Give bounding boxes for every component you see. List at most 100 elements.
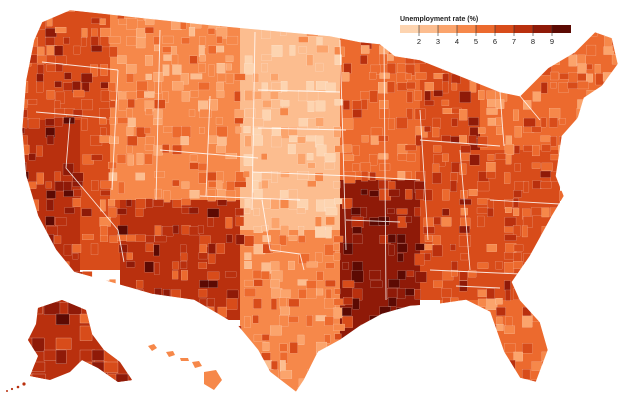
county-cell [586,351,595,361]
county-cell [64,108,75,115]
county-cell [188,27,196,37]
county-cell [613,10,618,12]
county-cell [217,189,226,197]
county-cell [152,10,160,11]
county-cell [361,99,368,110]
county-cell [280,370,293,379]
county-cell [125,199,132,207]
county-cell [486,298,498,310]
county-cell [532,306,542,316]
county-cell [496,55,505,65]
county-cell [567,333,580,343]
county-cell [64,72,72,80]
county-cell [117,289,128,299]
county-cell [586,207,595,215]
county-cell [207,208,220,218]
county-cell [612,289,618,301]
legend-swatch [495,25,514,33]
county-cell [631,64,637,70]
borough-cell [55,337,72,350]
county-cell [108,297,116,308]
county-cell [279,235,287,246]
county-cell [586,198,595,207]
county-cell [450,1,458,7]
county-cell [504,217,517,227]
county-cell [613,396,624,400]
county-cell [441,351,452,364]
county-cell [487,387,499,392]
county-cell [586,369,596,381]
county-cell [162,144,170,153]
county-cell [117,208,127,215]
county-cell [252,127,262,136]
county-cell [22,252,25,261]
county-cell [234,117,244,124]
county-cell [558,207,568,214]
county-cell [432,117,441,129]
county-cell [586,145,599,157]
county-cell [91,28,98,38]
county-cell [549,351,556,358]
county-cell [433,280,443,288]
county-cell [198,315,207,324]
county-cell [45,37,55,46]
county-cell [505,10,514,20]
county-cell [396,234,406,244]
county-cell [334,99,343,106]
county-cell [361,28,369,38]
county-cell [424,341,433,349]
county-cell [108,199,116,207]
county-cell [324,360,337,371]
county-cell [81,208,92,217]
county-cell [179,387,188,392]
borough-cell [67,301,82,315]
county-cell [55,217,67,226]
county-cell [334,288,341,295]
county-cell [361,135,369,143]
county-cell [632,371,640,379]
county-cell [433,388,445,392]
county-cell [541,162,553,171]
county-cell [450,379,462,389]
county-cell [397,243,408,253]
county-cell [441,46,452,55]
county-cell [154,288,162,299]
county-cell [416,396,426,400]
county-cell [504,144,514,155]
county-cell [244,63,255,75]
county-cell [568,1,576,9]
county-cell [405,189,413,200]
county-cell [297,334,305,345]
county-cell [315,252,323,263]
county-cell [127,351,137,361]
county-cell [180,261,188,269]
county-cell [622,92,632,100]
county-cell [532,315,545,322]
county-cell [379,0,389,8]
county-cell [207,45,217,55]
county-cell [22,388,25,392]
legend: Unemployment rate (%) 2 3 4 5 6 7 8 9 [400,16,571,46]
county-cell [27,99,38,105]
borough-cell [91,313,108,328]
county-cell [595,91,604,102]
county-cell [28,181,37,189]
county-cell [22,10,28,12]
county-cell [145,235,155,243]
county-cell [469,46,481,55]
county-cell [171,54,179,65]
county-cell [180,341,188,353]
county-cell [99,235,109,242]
county-cell [28,387,37,392]
county-cell [487,117,496,126]
county-cell [135,369,144,381]
county-cell [126,126,134,136]
county-cell [270,261,280,273]
borough-cell [31,337,45,352]
legend-tick-label: 7 [512,37,516,46]
county-cell [325,397,331,400]
county-cell [63,10,75,12]
county-cell [415,316,426,327]
county-cell [343,63,352,74]
county-cell [271,217,280,229]
